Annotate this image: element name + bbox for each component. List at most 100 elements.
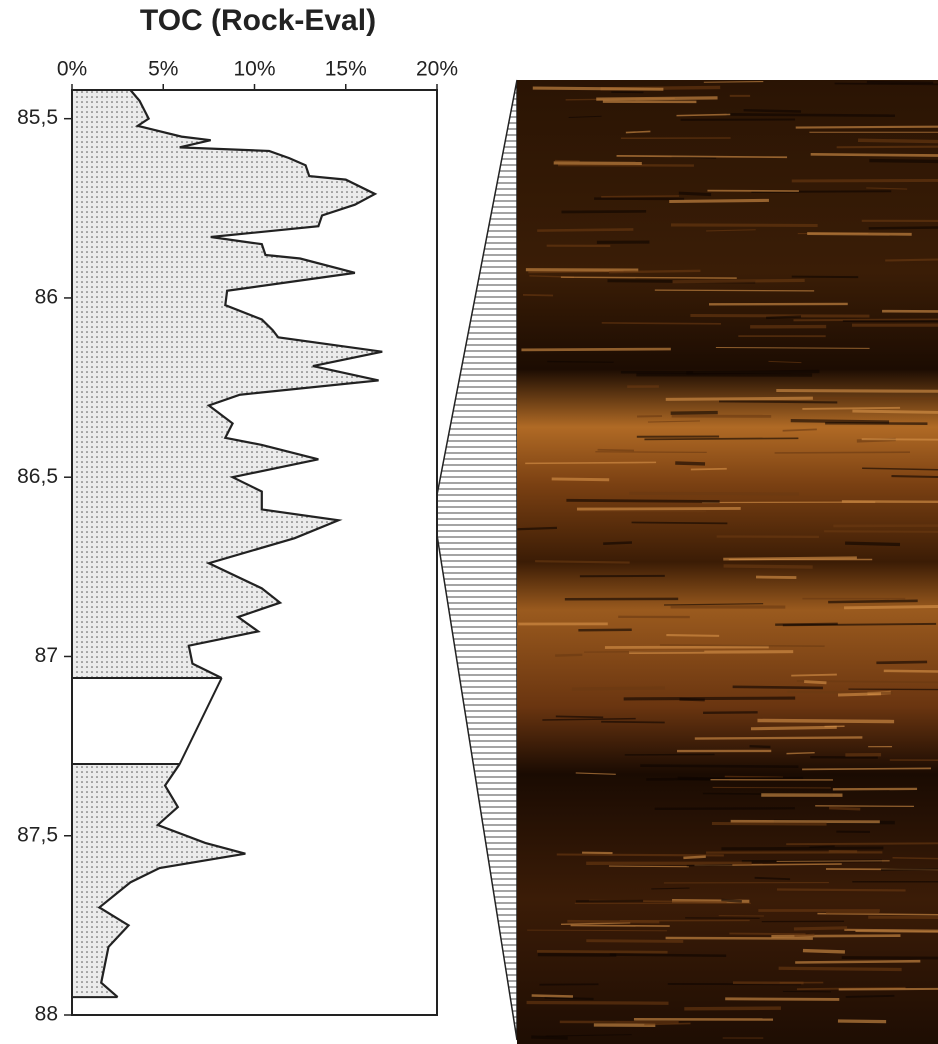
core-streak — [782, 428, 817, 432]
core-streak — [795, 125, 938, 129]
core-streak — [675, 461, 706, 466]
core-streak — [571, 686, 665, 691]
core-streak — [719, 400, 838, 404]
core-streak — [586, 939, 684, 943]
core-streak — [531, 994, 573, 998]
core-streak — [711, 821, 827, 826]
core-streak — [601, 720, 665, 724]
core-streak — [664, 603, 764, 606]
core-streak — [616, 155, 788, 159]
core-streak — [595, 451, 707, 454]
core-streak — [640, 764, 799, 768]
core-streak — [601, 195, 680, 198]
x-tick-label: 10% — [233, 58, 275, 81]
core-streak — [755, 575, 797, 579]
core-streak — [532, 86, 664, 91]
core-streak — [554, 159, 580, 162]
core-streak — [608, 269, 701, 274]
y-tick-label: 88 — [35, 1003, 58, 1026]
core-streak — [802, 948, 845, 954]
core-streak — [551, 477, 610, 482]
core-streak — [561, 210, 647, 214]
core-streak — [852, 409, 938, 414]
plot — [72, 89, 383, 999]
core-streak — [555, 715, 604, 719]
core-streak — [858, 138, 938, 144]
core-streak — [566, 498, 720, 503]
x-tick-label: 5% — [148, 58, 178, 81]
core-streak — [547, 360, 614, 363]
core-streak — [791, 673, 837, 677]
core-streak — [670, 410, 718, 415]
gap-connector — [178, 677, 223, 765]
y-tick-label: 86 — [35, 285, 58, 308]
core-streak — [703, 81, 764, 83]
y-tick-label: 87 — [35, 644, 58, 667]
core-streak — [751, 190, 892, 193]
core-streak — [793, 318, 938, 322]
core-streak — [836, 145, 938, 149]
core-streak — [665, 936, 813, 940]
core-streak — [768, 360, 802, 364]
core-streak — [834, 82, 938, 86]
area-fill — [72, 764, 246, 998]
core-streak — [584, 650, 705, 653]
core-streak — [723, 564, 813, 569]
core-streak — [892, 856, 938, 860]
core-streak — [629, 491, 800, 496]
core-streak — [666, 634, 720, 637]
core-streak — [837, 692, 882, 697]
core-streak — [608, 865, 689, 868]
core-streak — [522, 293, 554, 297]
core-streak — [676, 113, 731, 117]
core-streak — [723, 556, 857, 561]
core-streak — [844, 928, 938, 932]
core-streak — [644, 437, 799, 441]
core-streak — [790, 419, 890, 424]
core-streak — [815, 805, 914, 808]
x-tick-label: 15% — [325, 58, 367, 81]
core-streak — [601, 322, 721, 325]
core-streak — [804, 680, 827, 685]
core-streak — [861, 438, 938, 441]
core-streak — [771, 934, 901, 938]
core-streak — [810, 152, 938, 157]
core-streak — [576, 507, 741, 511]
core-streak — [542, 717, 636, 721]
core-streak — [776, 389, 938, 393]
core-streak — [726, 113, 895, 118]
core-streak — [694, 736, 863, 740]
core-streak — [609, 953, 727, 958]
core-streak — [866, 80, 934, 84]
core-streak — [782, 622, 937, 627]
area-fill — [72, 90, 383, 678]
core-streak — [776, 888, 906, 892]
y-tick-label: 86,5 — [17, 465, 58, 488]
core-streak — [844, 605, 938, 610]
core-streak — [750, 725, 837, 731]
core-streak — [791, 178, 938, 183]
core-streak — [802, 767, 932, 771]
core-streak — [531, 1035, 568, 1040]
core-streak — [845, 541, 901, 547]
core-streak — [817, 912, 938, 916]
core-streak — [786, 842, 938, 846]
chart-title: TOC (Rock-Eval) — [140, 4, 376, 37]
zoom-wedge — [436, 79, 518, 1041]
core-streak — [690, 467, 727, 471]
core-streak — [828, 599, 918, 604]
core-streak — [644, 1022, 691, 1026]
core-streak — [786, 751, 815, 755]
core-streak — [766, 315, 802, 320]
core-streak — [567, 919, 660, 924]
toc-line — [97, 763, 246, 998]
core-streak — [625, 130, 651, 134]
core-streak — [809, 845, 835, 849]
core-streak — [597, 448, 635, 452]
core-streak — [885, 258, 938, 262]
x-tick-label: 20% — [416, 58, 458, 81]
core-streak — [794, 933, 815, 938]
core-streak — [876, 660, 928, 665]
core-streak — [526, 1000, 669, 1005]
